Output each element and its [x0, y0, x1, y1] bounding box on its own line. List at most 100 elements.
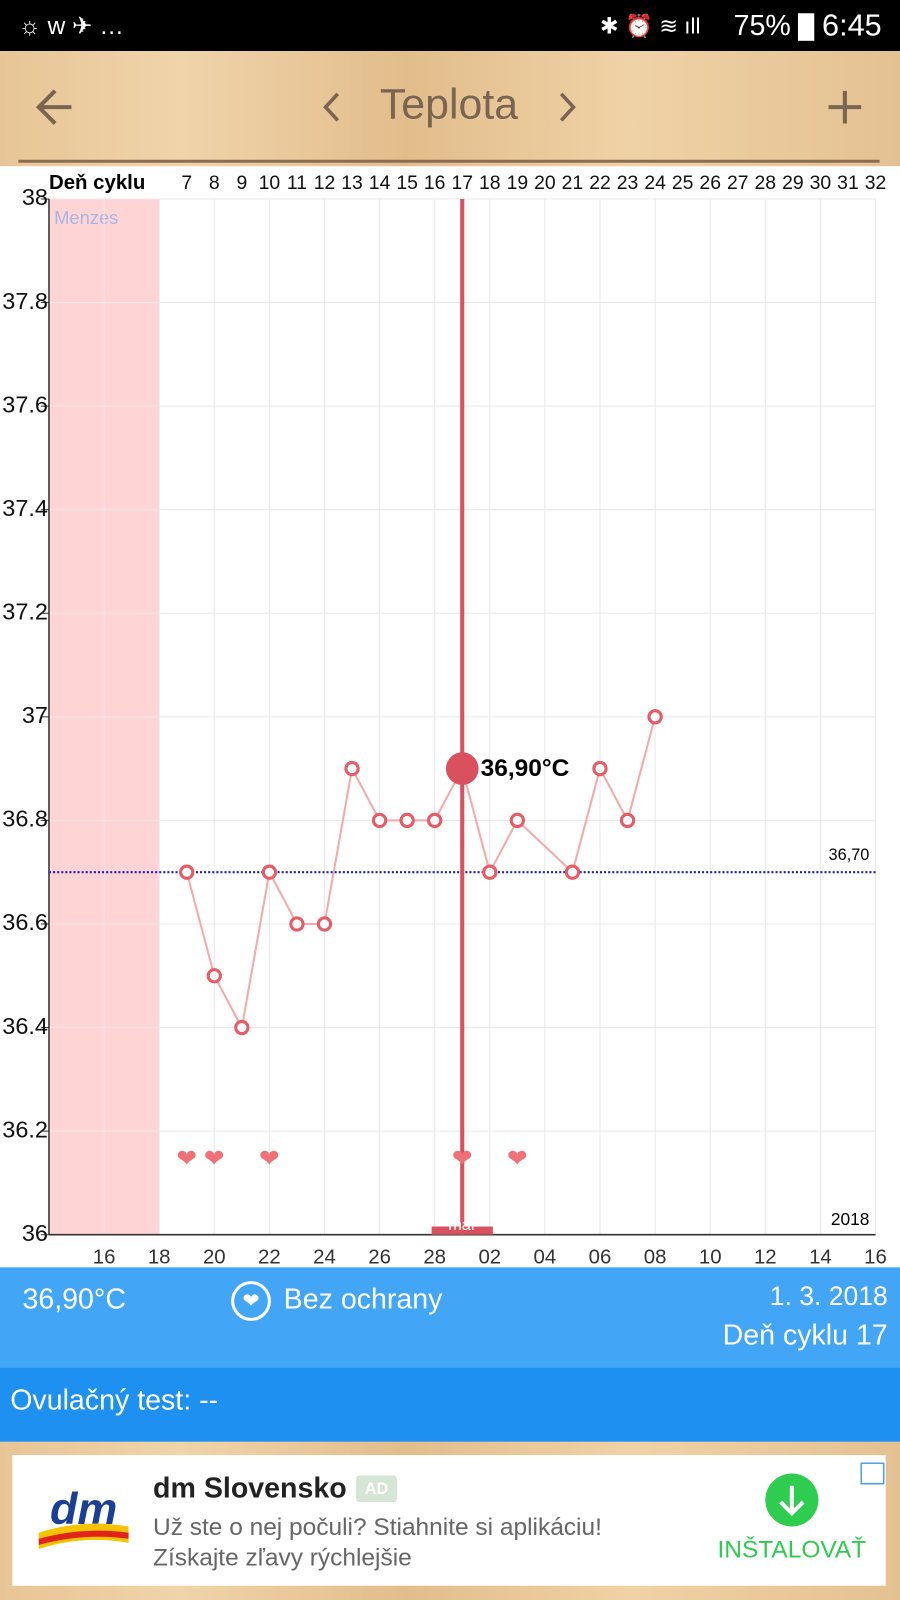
intercourse-heart: ❤ — [204, 1146, 225, 1173]
x-tick-label: 28 — [423, 1247, 446, 1269]
cycle-day-label: 24 — [644, 172, 666, 194]
month-marker — [431, 1226, 493, 1235]
y-tick-label: 37.4 — [2, 495, 48, 521]
install-arrow — [779, 1485, 805, 1517]
status-icons: ☼ w ✈ … — [18, 13, 123, 40]
back-button[interactable] — [35, 89, 72, 125]
cycle-day-label: 19 — [507, 172, 529, 194]
intercourse-heart: ❤ — [452, 1146, 473, 1173]
temperature: 36,90°C — [22, 1284, 126, 1316]
temperature-point — [647, 709, 663, 725]
intercourse-heart: ❤ — [507, 1146, 528, 1173]
page-title: Teplota — [380, 80, 518, 128]
month-label: mar — [448, 1216, 477, 1234]
ad-text: Získajte zľavy rýchlejšie — [153, 1545, 412, 1572]
cycle-day-label: 27 — [727, 172, 749, 194]
cycle-day-label: 11 — [287, 172, 307, 194]
ad-badge: AD — [365, 1480, 389, 1498]
install-button[interactable]: INŠTALOVAŤ — [718, 1535, 867, 1563]
temperature-point — [619, 812, 636, 829]
ad-text: Už ste o nej počuli? Stiahnite si apliká… — [153, 1514, 602, 1541]
y-tick-label: 36.8 — [2, 806, 48, 832]
next-button[interactable] — [559, 92, 576, 122]
y-tick-label: 38 — [22, 184, 48, 210]
temperature-point — [399, 812, 415, 829]
y-tick-label: 37 — [22, 702, 48, 728]
ovulation-test: Ovulačný test: -- — [10, 1385, 218, 1417]
temperature-point — [371, 812, 388, 829]
cycle-day-label: 10 — [259, 172, 281, 194]
x-tick-label: 22 — [258, 1247, 281, 1269]
ad-card[interactable] — [12, 1455, 886, 1586]
battery: 75% — [734, 10, 791, 42]
ovulation-panel — [0, 1367, 900, 1442]
cycle-day-label: 22 — [589, 172, 611, 194]
battery-icon — [797, 13, 815, 41]
temperature-point — [427, 812, 443, 829]
protection: Bez ochrany — [284, 1284, 443, 1316]
info-panel — [0, 1267, 900, 1368]
cycle-day-label: 12 — [314, 172, 336, 194]
year-label: 2018 — [831, 1209, 870, 1229]
x-tick-label: 18 — [148, 1247, 171, 1269]
temperature-point — [206, 968, 222, 984]
temperature-point — [179, 864, 195, 880]
cycle-axis-label: Deň cyklu — [49, 172, 145, 194]
status-icons: ✱ ⏰ ≋ ıll — [600, 11, 700, 38]
cycle-day-label: 29 — [782, 172, 804, 194]
temperature-point — [344, 760, 360, 777]
temperature-point — [316, 916, 333, 932]
x-tick-label: 20 — [203, 1247, 226, 1269]
cycle-day-label: 15 — [396, 172, 418, 194]
temperature-point — [592, 760, 608, 777]
clock: 6:45 — [822, 9, 882, 43]
temperature-point — [234, 1019, 250, 1036]
cycle-day-label: 16 — [424, 172, 446, 194]
x-tick-label: 02 — [478, 1247, 501, 1269]
cycle-day-label: 18 — [479, 172, 501, 194]
app-bar — [0, 51, 900, 167]
temperature-point — [289, 916, 305, 932]
cycle-day-label: 25 — [672, 172, 694, 194]
intercourse-heart: ❤ — [259, 1146, 280, 1173]
prev-button[interactable] — [323, 92, 340, 122]
x-tick-label: 06 — [589, 1247, 612, 1269]
y-tick-label: 36 — [22, 1220, 48, 1246]
temperature-point — [482, 864, 498, 880]
y-tick-label: 36.2 — [2, 1116, 48, 1142]
temperature-point — [509, 812, 525, 829]
protection-icon — [231, 1281, 271, 1321]
x-tick-label: 16 — [93, 1247, 116, 1269]
cycle-day-label: 7 — [181, 172, 192, 194]
cycle-day-label: 28 — [755, 172, 777, 194]
ad-choices[interactable] — [860, 1462, 885, 1485]
ad-logo-swoosh — [38, 1530, 129, 1545]
selected-label: 36,90°C — [481, 755, 570, 782]
add-button[interactable] — [828, 90, 862, 124]
ad-badge-box — [356, 1475, 397, 1503]
x-tick-label: 12 — [754, 1247, 777, 1269]
x-tick-label: 16 — [864, 1247, 887, 1269]
cycle-day-label: 23 — [617, 172, 639, 194]
cycle-day-label: 17 — [451, 172, 473, 194]
cycle-label-bg — [48, 169, 154, 198]
x-tick-label: 08 — [644, 1247, 667, 1269]
cycle-day-label: 26 — [699, 172, 721, 194]
status-bar — [0, 0, 900, 52]
y-tick-label: 37.2 — [2, 598, 48, 624]
coverline-label: 36,70 — [829, 846, 870, 864]
cycle-day-label: 13 — [341, 172, 363, 194]
selected-point — [445, 752, 479, 785]
ad-brand: dm Slovensko — [153, 1472, 347, 1504]
cycle-day: Deň cyklu 17 — [723, 1319, 888, 1351]
cycle-day-label: 14 — [369, 172, 391, 194]
y-tick-label: 37.6 — [2, 391, 48, 417]
x-tick-label: 14 — [809, 1247, 832, 1269]
intercourse-heart: ❤ — [176, 1146, 197, 1173]
x-tick-label: 04 — [534, 1247, 557, 1269]
x-tick-label: 10 — [699, 1247, 722, 1269]
y-tick-label: 37.8 — [2, 288, 48, 314]
y-tick-label: 36.4 — [2, 1013, 48, 1039]
